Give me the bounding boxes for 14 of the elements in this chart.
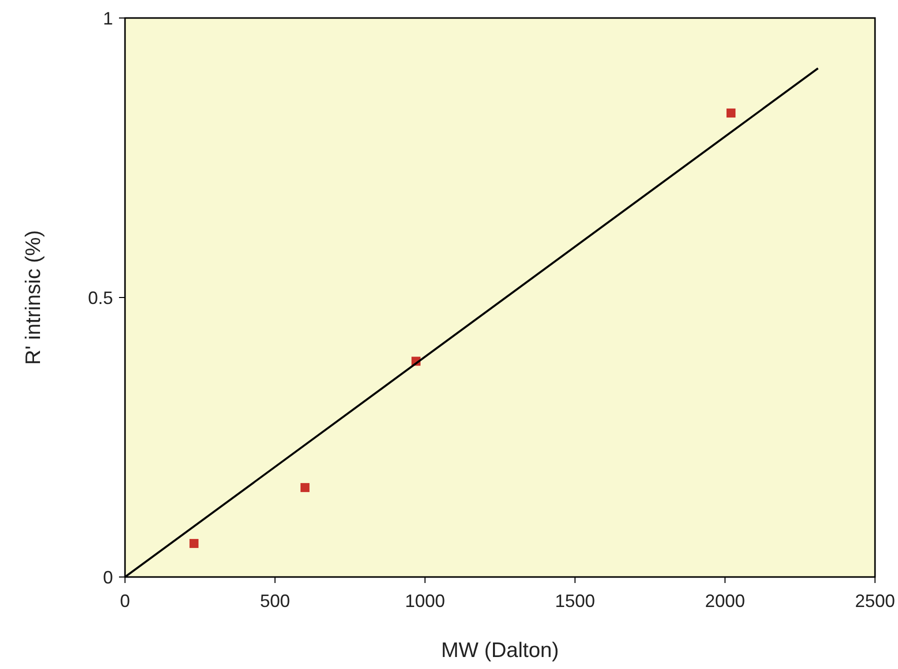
y-axis-title: R' intrinsic (%) xyxy=(22,230,45,365)
y-tick-label: 0 xyxy=(102,567,113,588)
y-tick-label: 1 xyxy=(102,8,113,28)
x-tick-label: 2500 xyxy=(854,591,896,611)
x-tick-label: 2000 xyxy=(704,591,746,611)
point xyxy=(300,483,310,492)
x-tick-label: 0 xyxy=(120,591,130,611)
point xyxy=(726,108,736,118)
x-tick-label: 500 xyxy=(260,591,290,611)
x-axis-title: MW (Dalton) xyxy=(441,639,559,662)
x-tick-label: 1500 xyxy=(554,591,596,611)
y-tick-label: 0.5 xyxy=(88,288,113,308)
point xyxy=(190,538,198,548)
x-tick-label: 1000 xyxy=(404,591,446,611)
